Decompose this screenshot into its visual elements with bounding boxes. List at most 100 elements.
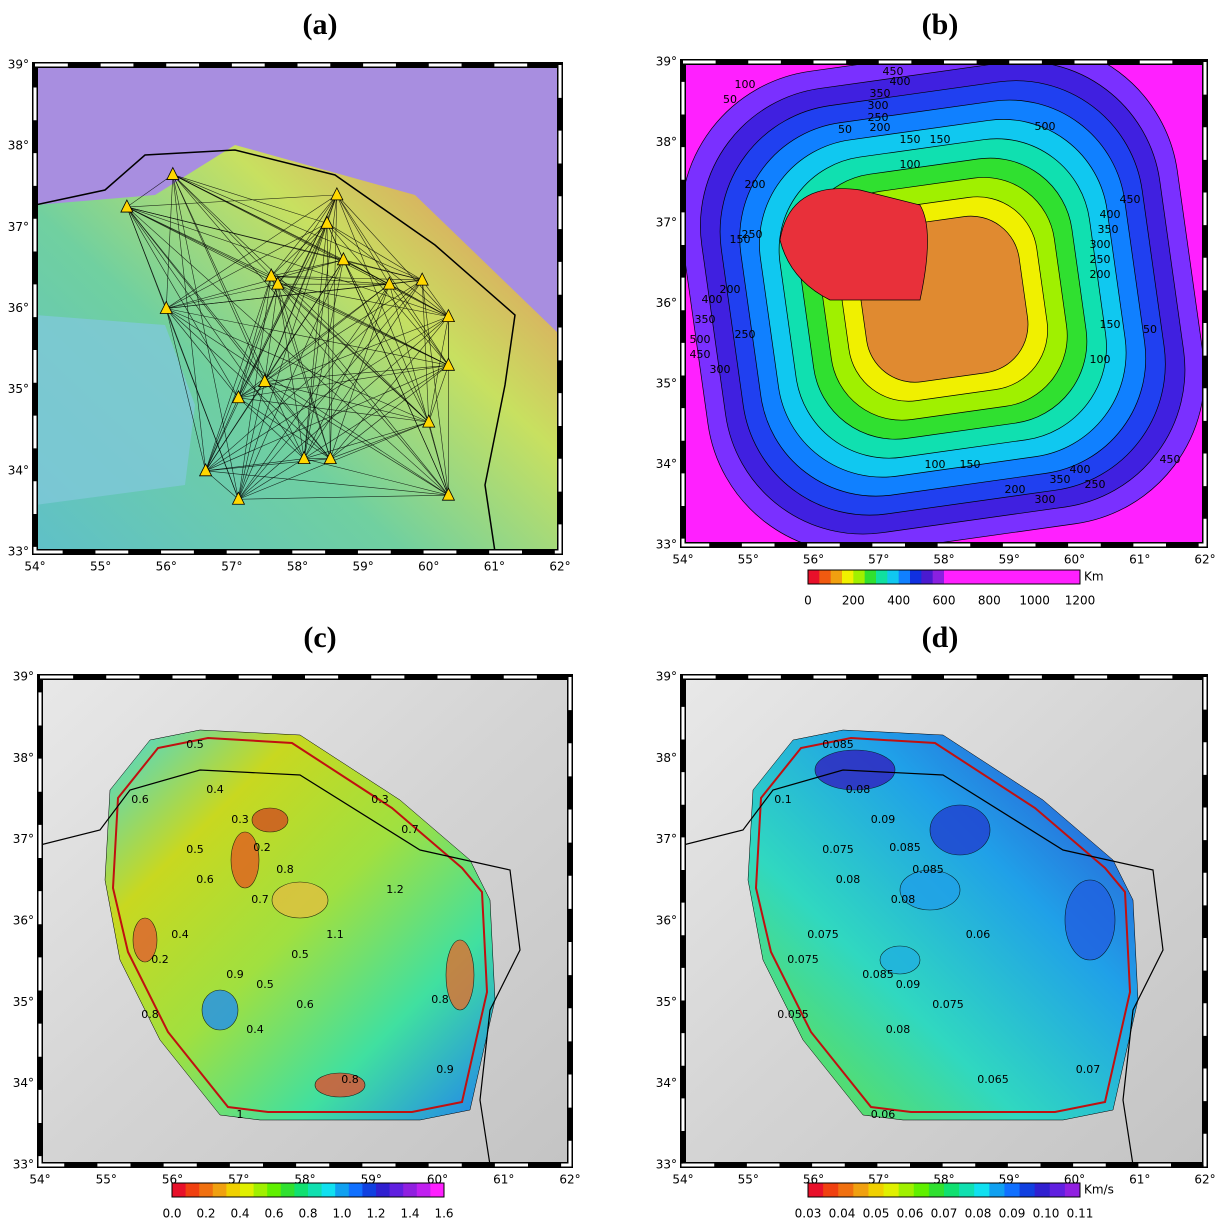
contour-label: 0.3 (371, 793, 389, 806)
colorbar-segment (1046, 570, 1058, 584)
colorbar-label: 1.6 (434, 1207, 453, 1221)
colorbar-label: 0.2 (196, 1207, 215, 1221)
lon-label: 61° (484, 560, 505, 574)
lon-label: 58° (287, 560, 308, 574)
contour-label: 350 (1050, 473, 1071, 486)
colorbar-segment (281, 1183, 295, 1197)
contour-label: 450 (690, 348, 711, 361)
colorbar-segment (853, 570, 865, 584)
lat-label: 34° (656, 457, 677, 471)
lat-label: 33° (656, 1158, 677, 1172)
contour-label: 150 (930, 133, 951, 146)
colorbar-segment (1035, 570, 1047, 584)
colorbar-segment (1069, 570, 1081, 584)
colorbar-segment (865, 570, 877, 584)
contour-label: 0.5 (291, 948, 309, 961)
contour-label: 0.075 (932, 998, 964, 1011)
colorbar-label: 0.11 (1067, 1207, 1094, 1221)
lat-label: 37° (656, 832, 677, 846)
colorbar-label: 1.2 (366, 1207, 385, 1221)
colorbar-label: 0.0 (162, 1207, 181, 1221)
contour-label: 400 (1100, 208, 1121, 221)
contour-label: 350 (1098, 223, 1119, 236)
colorbar-segment (254, 1183, 268, 1197)
colorbar-label: 1.0 (332, 1207, 351, 1221)
lat-label: 33° (656, 538, 677, 552)
panel-title: (d) (922, 621, 959, 654)
contour-label: 200 (745, 178, 766, 191)
colorbar-segment (335, 1183, 349, 1197)
colorbar-label: 1.4 (400, 1207, 419, 1221)
lon-label: 58° (933, 553, 954, 567)
colorbar-segment (1035, 1183, 1051, 1197)
colorbar-segment (226, 1183, 240, 1197)
lon-label: 61° (493, 1173, 514, 1187)
lon-label: 60° (418, 560, 439, 574)
colorbar-label: 0.09 (999, 1207, 1026, 1221)
colorbar-segment (899, 1183, 915, 1197)
lat-label: 38° (8, 139, 29, 153)
anomaly (252, 808, 288, 832)
contour-label: 350 (695, 313, 716, 326)
colorbar-segment (267, 1183, 281, 1197)
contour-label: 0.075 (787, 953, 819, 966)
lat-label: 34° (656, 1076, 677, 1090)
lat-label: 39° (656, 55, 677, 69)
lon-label: 54° (672, 1173, 693, 1187)
contour-label: 450 (1120, 193, 1141, 206)
colorbar-segment (978, 570, 990, 584)
panel-title: (a) (303, 8, 338, 41)
contour-label: 0.085 (862, 968, 894, 981)
map: 4504003503002502001505050045040035030025… (661, 23, 1217, 573)
colorbar-segment (989, 1183, 1005, 1197)
contour-label: 0.2 (253, 841, 271, 854)
contour-label: 0.075 (807, 928, 839, 941)
contour-label: 0.08 (891, 893, 916, 906)
contour-label: 100 (735, 78, 756, 91)
contour-label: 250 (735, 328, 756, 341)
colorbar-segment (853, 1183, 869, 1197)
contour-label: 0.09 (871, 813, 896, 826)
contour-label: 0.5 (186, 738, 204, 751)
contour-label: 0.4 (246, 1023, 264, 1036)
colorbar-label: 0.6 (264, 1207, 283, 1221)
contour-label: 400 (1070, 463, 1091, 476)
colorbar-segment (876, 570, 888, 584)
lon-label: 54° (29, 1173, 50, 1187)
lat-label: 35° (656, 995, 677, 1009)
contour-label: 0.9 (226, 968, 244, 981)
colorbar-unit: Km (1084, 570, 1104, 584)
colorbar-segment (884, 1183, 900, 1197)
lon-label: 55° (96, 1173, 117, 1187)
colorbar-segment (910, 570, 922, 584)
colorbar-segment (819, 570, 831, 584)
lat-label: 38° (656, 751, 677, 765)
contour-label: 500 (1035, 120, 1056, 133)
lat-label: 36° (656, 296, 677, 310)
lat-label: 39° (656, 670, 677, 684)
contour-label: 0.5 (186, 843, 204, 856)
colorbar-label: 800 (978, 594, 1001, 608)
lon-label: 62° (1194, 553, 1215, 567)
contour-label: 200 (1005, 483, 1026, 496)
colorbar-segment (417, 1183, 431, 1197)
lon-label: 54° (24, 560, 45, 574)
contour-label: 100 (1090, 353, 1111, 366)
contour-label: 0.3 (231, 813, 249, 826)
contour-label: 0.06 (871, 1108, 896, 1121)
colorbar-label: 0.07 (931, 1207, 958, 1221)
colorbar-segment (1012, 570, 1024, 584)
colorbar-label: 0.04 (829, 1207, 856, 1221)
contour-label: 100 (900, 158, 921, 171)
colorbar-segment (944, 1183, 960, 1197)
map: 0.60.50.40.30.20.60.50.40.70.80.90.50.40… (40, 677, 570, 1165)
lat-label: 39° (8, 58, 29, 72)
colorbar-label: 0 (804, 594, 812, 608)
plain (35, 315, 195, 505)
contour-label: 0.8 (141, 1008, 159, 1021)
contour-label: 100 (925, 458, 946, 471)
contour-label: 0.4 (206, 783, 224, 796)
lon-label: 62° (549, 560, 570, 574)
lat-label: 38° (13, 751, 34, 765)
colorbar-segment (362, 1183, 376, 1197)
